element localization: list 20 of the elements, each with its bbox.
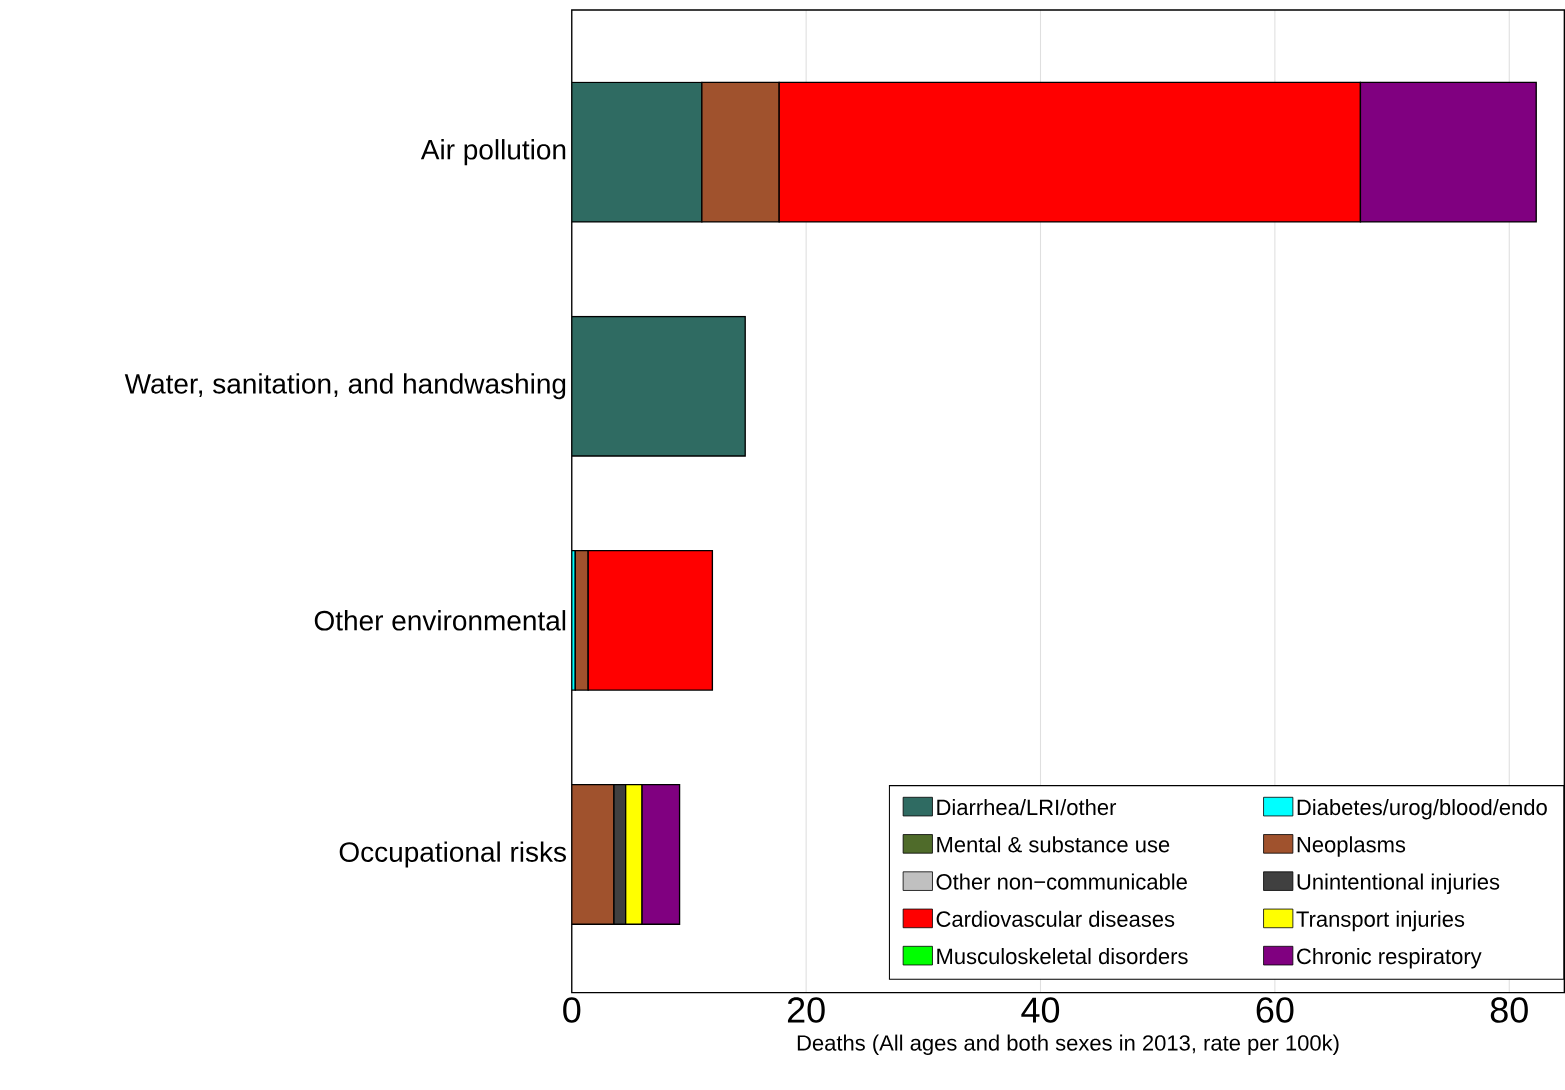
- legend-label: Unintentional injuries: [1297, 873, 1500, 895]
- x-tick-label: 80: [1490, 997, 1528, 1024]
- legend-label: Diabetes/urog/blood/endo: [1297, 799, 1547, 820]
- legend-label: Musculoskeletal disorders: [937, 948, 1188, 965]
- legend-label: Transport injuries: [1296, 911, 1465, 932]
- y-tick-label: Other environmental: [314, 610, 566, 631]
- legend-label: Diarrhea/LRI/other: [937, 799, 1117, 816]
- y-tick-label: Water, sanitation, and handwashing: [124, 373, 566, 400]
- x-tick-label: 0: [563, 997, 581, 1024]
- y-tick-label: Air pollution: [420, 139, 566, 166]
- legend-label: Other non−communicable: [936, 873, 1187, 890]
- legend-label: Neoplasms: [1297, 836, 1406, 857]
- legend-label: Chronic respiratory: [1297, 948, 1482, 969]
- legend-label: Mental & substance use: [937, 836, 1170, 853]
- x-tick-label: 60: [1256, 997, 1294, 1024]
- x-tick-label: 40: [1021, 997, 1060, 1024]
- legend-label: Cardiovascular diseases: [936, 911, 1175, 928]
- y-tick-label: Occupational risks: [339, 841, 566, 868]
- x-axis-title: Deaths (All ages and both sexes in 2013, rate per 100k): [797, 1034, 1339, 1056]
- x-tick-label: 20: [787, 997, 825, 1024]
